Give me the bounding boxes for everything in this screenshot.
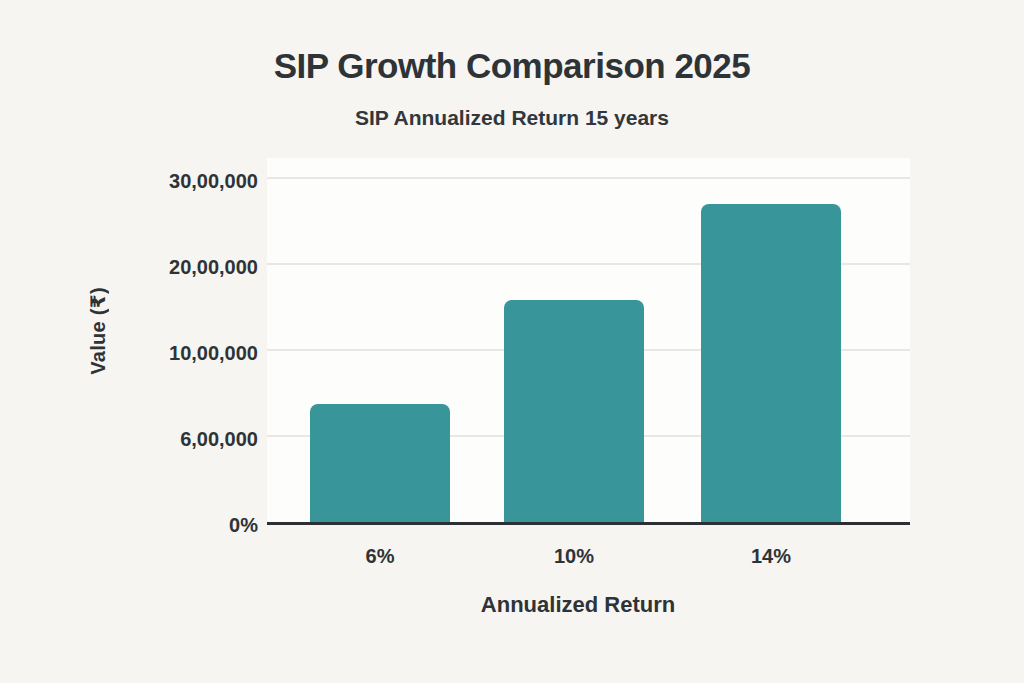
x-tick-14-percent: 14% xyxy=(721,543,821,569)
chart-subtitle: SIP Annualized Return 15 years xyxy=(0,106,1024,130)
x-axis-title: Annualized Return xyxy=(428,592,728,618)
bar-14-percent xyxy=(701,204,841,522)
gridline xyxy=(267,177,910,179)
y-tick-3: 20,00,000 xyxy=(98,254,258,280)
chart-canvas: SIP Growth Comparison 2025 SIP Annualize… xyxy=(0,0,1024,683)
chart-title: SIP Growth Comparison 2025 xyxy=(0,46,1024,86)
bar-6-percent xyxy=(310,404,450,522)
plot-area xyxy=(267,158,910,525)
x-tick-6-percent: 6% xyxy=(330,543,430,569)
y-tick-2: 10,00,000 xyxy=(98,340,258,366)
y-tick-0: 0% xyxy=(98,512,258,538)
y-tick-1: 6,00,000 xyxy=(98,426,258,452)
x-tick-10-percent: 10% xyxy=(524,543,624,569)
bar-10-percent xyxy=(504,300,644,522)
y-tick-4: 30,00,000 xyxy=(98,168,258,194)
